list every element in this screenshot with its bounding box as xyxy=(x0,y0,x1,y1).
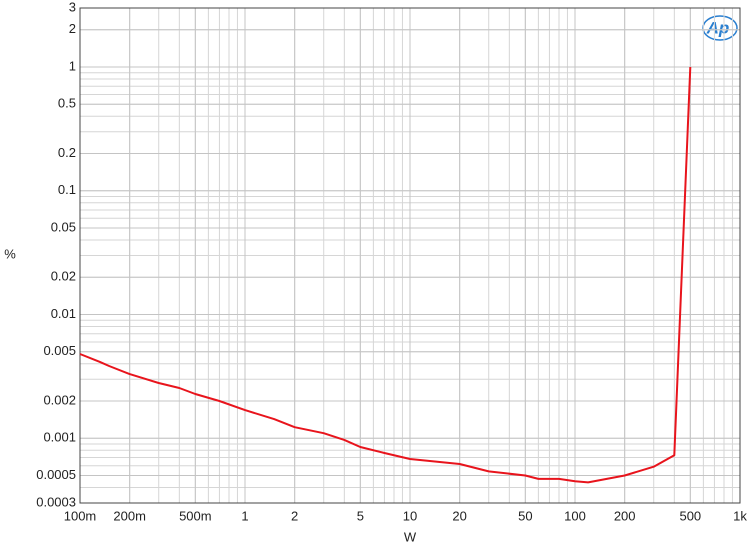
logo: Ap xyxy=(706,18,730,37)
y-tick-label: 2 xyxy=(69,21,76,36)
x-tick-label: 50 xyxy=(518,508,532,523)
y-tick-label: 0.001 xyxy=(43,430,76,445)
x-tick-label: 5 xyxy=(357,508,364,523)
x-tick-label: 20 xyxy=(452,508,466,523)
x-tick-label: 200 xyxy=(614,508,636,523)
x-tick-label: 10 xyxy=(403,508,417,523)
x-tick-label: 2 xyxy=(291,508,298,523)
x-axis-label: W xyxy=(404,529,417,544)
x-tick-label: 200m xyxy=(113,508,146,523)
y-axis-label: % xyxy=(4,246,16,261)
y-tick-label: 0.005 xyxy=(43,343,76,358)
x-tick-label: 500 xyxy=(679,508,701,523)
y-tick-label: 0.0003 xyxy=(36,494,76,509)
x-tick-label: 100m xyxy=(64,508,97,523)
y-tick-label: 1 xyxy=(69,58,76,73)
y-tick-label: 0.0005 xyxy=(36,467,76,482)
x-tick-label: 100 xyxy=(564,508,586,523)
y-tick-label: 0.5 xyxy=(58,96,76,111)
y-tick-label: 0.05 xyxy=(51,219,76,234)
y-tick-label: 0.02 xyxy=(51,269,76,284)
plot-frame xyxy=(79,7,741,504)
x-tick-label: 1k xyxy=(733,508,747,523)
y-tick-label: 0.1 xyxy=(58,182,76,197)
y-tick-label: 0.01 xyxy=(51,306,76,321)
y-tick-label: 3 xyxy=(69,0,76,14)
line xyxy=(79,66,692,484)
y-tick-label: 0.002 xyxy=(43,392,76,407)
x-tick-label: 1 xyxy=(241,508,248,523)
y-tick-label: 0.2 xyxy=(58,145,76,160)
x-tick-label: 500m xyxy=(179,508,212,523)
